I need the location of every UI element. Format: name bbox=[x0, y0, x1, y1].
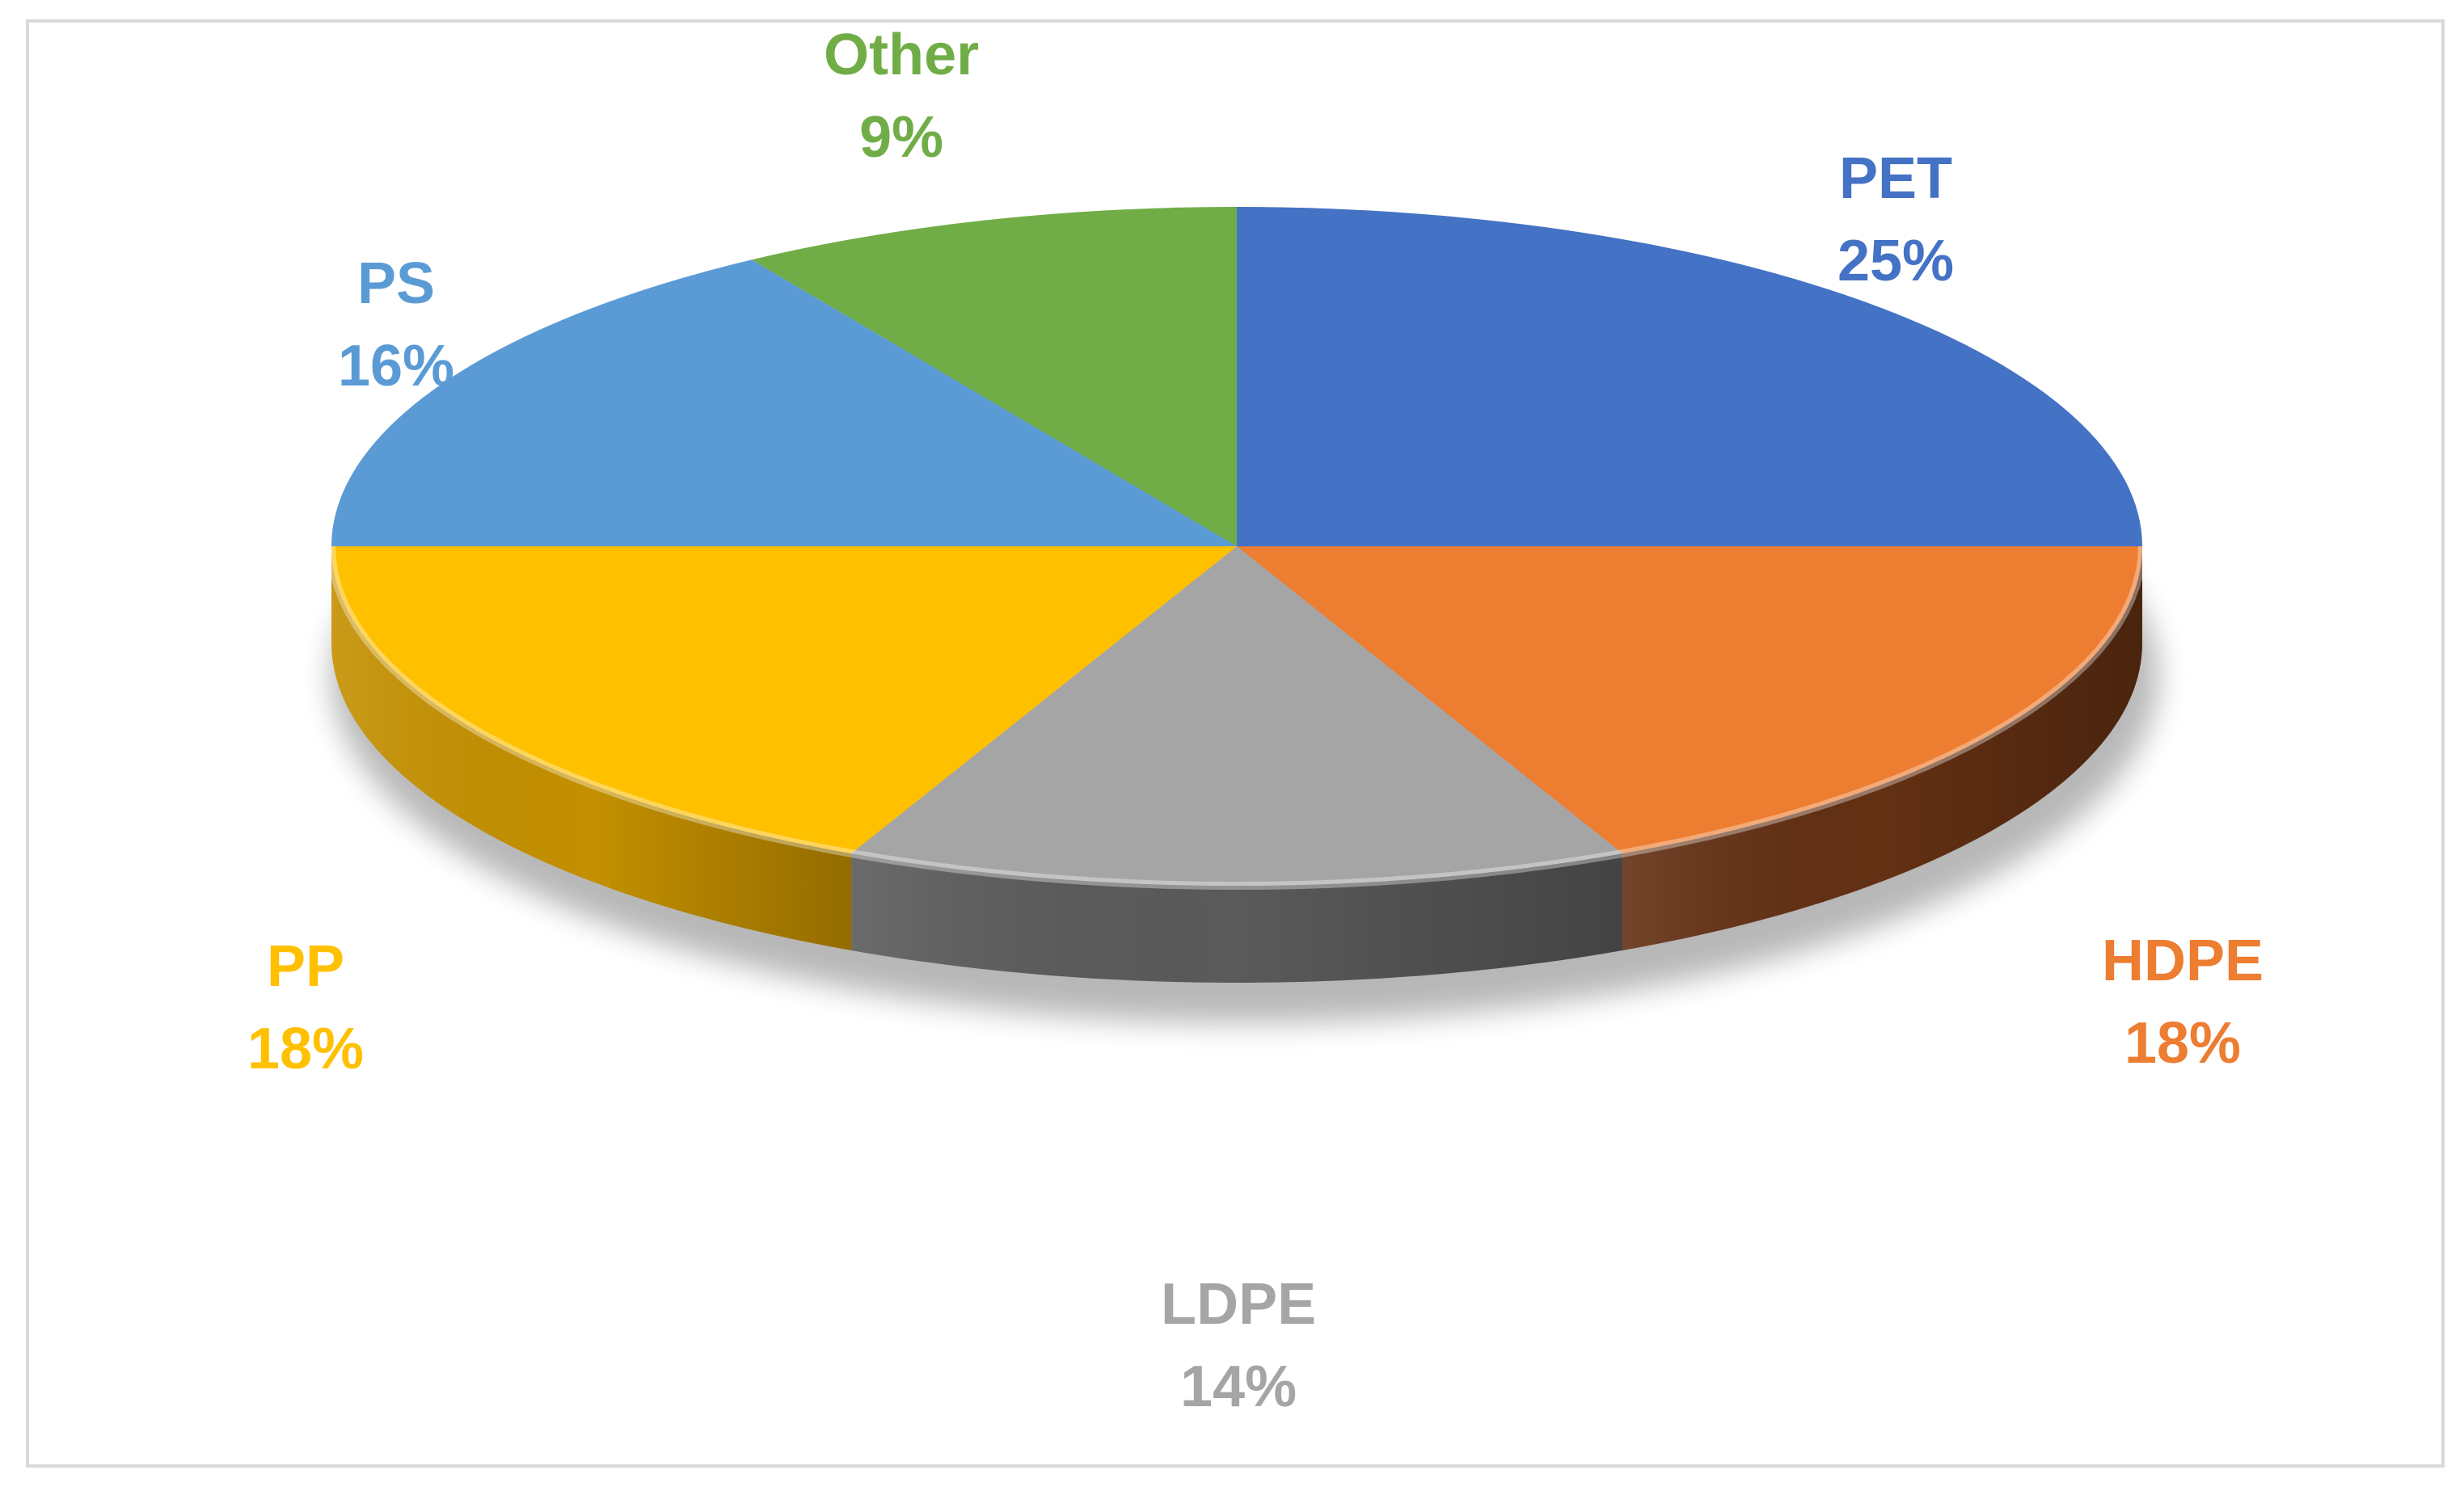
pie-side-shade-ldpe bbox=[851, 853, 1622, 983]
pie-side-shade-hdpe bbox=[1622, 546, 2142, 950]
pie-slice-other bbox=[751, 207, 1237, 546]
data-label-category-hdpe: HDPE bbox=[2102, 929, 2264, 993]
pie-slice-hdpe bbox=[1237, 546, 2142, 853]
pie-slice-ps bbox=[331, 259, 1237, 546]
pie-rim-highlight bbox=[327, 546, 2146, 891]
pie-tops bbox=[327, 207, 2146, 891]
data-label-category-ldpe: LDPE bbox=[1161, 1272, 1316, 1337]
data-label-percent-pp: 18% bbox=[247, 1017, 364, 1081]
data-label-percent-hdpe: 18% bbox=[2124, 1011, 2241, 1076]
data-label-percent-pet: 25% bbox=[1837, 229, 1954, 293]
pie-slice-pet bbox=[1237, 207, 2142, 546]
pie-labels: PET 25% HDPE 18% LDPE 14% PP 18% PS 16% Other 9% bbox=[247, 23, 2264, 1419]
pie-slice-ldpe bbox=[851, 546, 1622, 886]
data-label-category-other: Other bbox=[824, 23, 979, 87]
data-label-category-pet: PET bbox=[1839, 146, 1952, 211]
pie-sides bbox=[331, 546, 2142, 983]
data-label-category-pp: PP bbox=[267, 934, 344, 999]
data-label-percent-ldpe: 14% bbox=[1180, 1354, 1297, 1419]
data-label-category-ps: PS bbox=[357, 251, 435, 316]
pie-side-shade-pp bbox=[331, 546, 852, 950]
data-label-percent-other: 9% bbox=[859, 105, 943, 170]
pie-slice-pp bbox=[331, 546, 1237, 853]
data-label-percent-ps: 16% bbox=[338, 334, 454, 398]
